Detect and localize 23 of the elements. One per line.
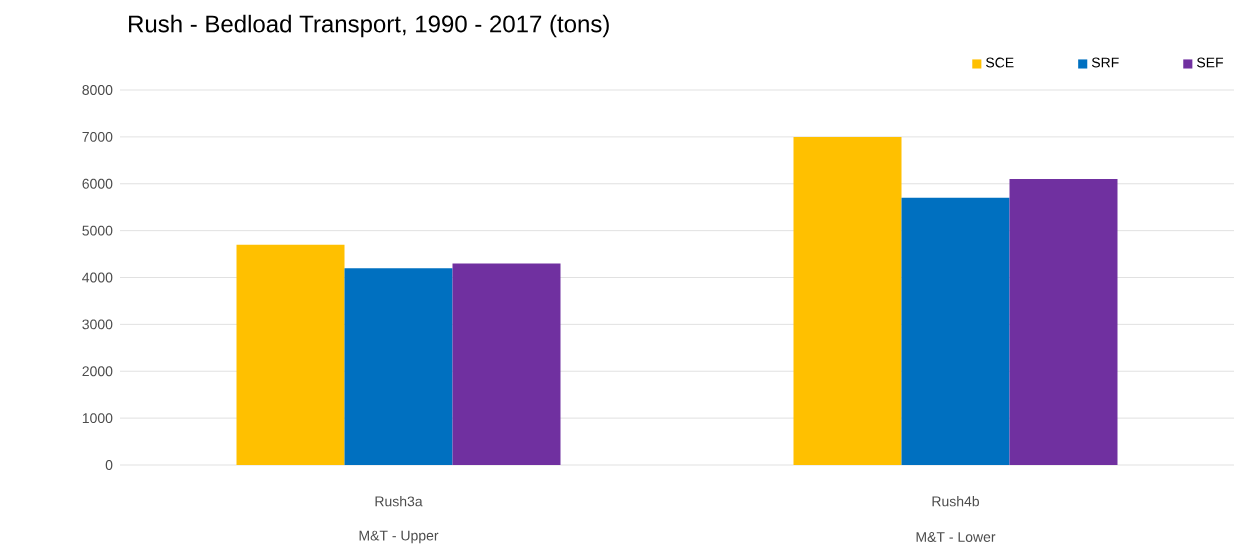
y-tick-label: 3000: [82, 319, 113, 330]
y-tick-label: 0: [105, 460, 113, 470]
bar: [1009, 179, 1118, 465]
y-tick-label: 1000: [82, 413, 113, 424]
bar: [236, 244, 345, 465]
bar: [344, 268, 453, 465]
y-tick-label: 8000: [82, 85, 113, 95]
legend-label: SEF: [1197, 57, 1224, 68]
y-tick-label: 4000: [82, 272, 113, 283]
bar: [452, 263, 561, 465]
y-tick-label: 5000: [82, 225, 113, 236]
legend-label: SRF: [1091, 57, 1119, 68]
y-tick-label: 7000: [82, 131, 113, 142]
text: M&T - Lower: [916, 532, 996, 542]
bar: [793, 136, 902, 465]
text: M&T - Upper: [359, 530, 439, 544]
bar: [901, 197, 1010, 465]
chart-title: Rush - Bedload Transport, 1990 - 2017 (tons): [129, 14, 609, 38]
y-tick-label: 6000: [82, 178, 113, 189]
y-tick-label: 2000: [82, 366, 113, 377]
legend-label: SCE: [986, 57, 1014, 68]
x-tick-label: Rush3a: [375, 496, 423, 507]
x-tick-label: Rush4b: [932, 496, 980, 507]
